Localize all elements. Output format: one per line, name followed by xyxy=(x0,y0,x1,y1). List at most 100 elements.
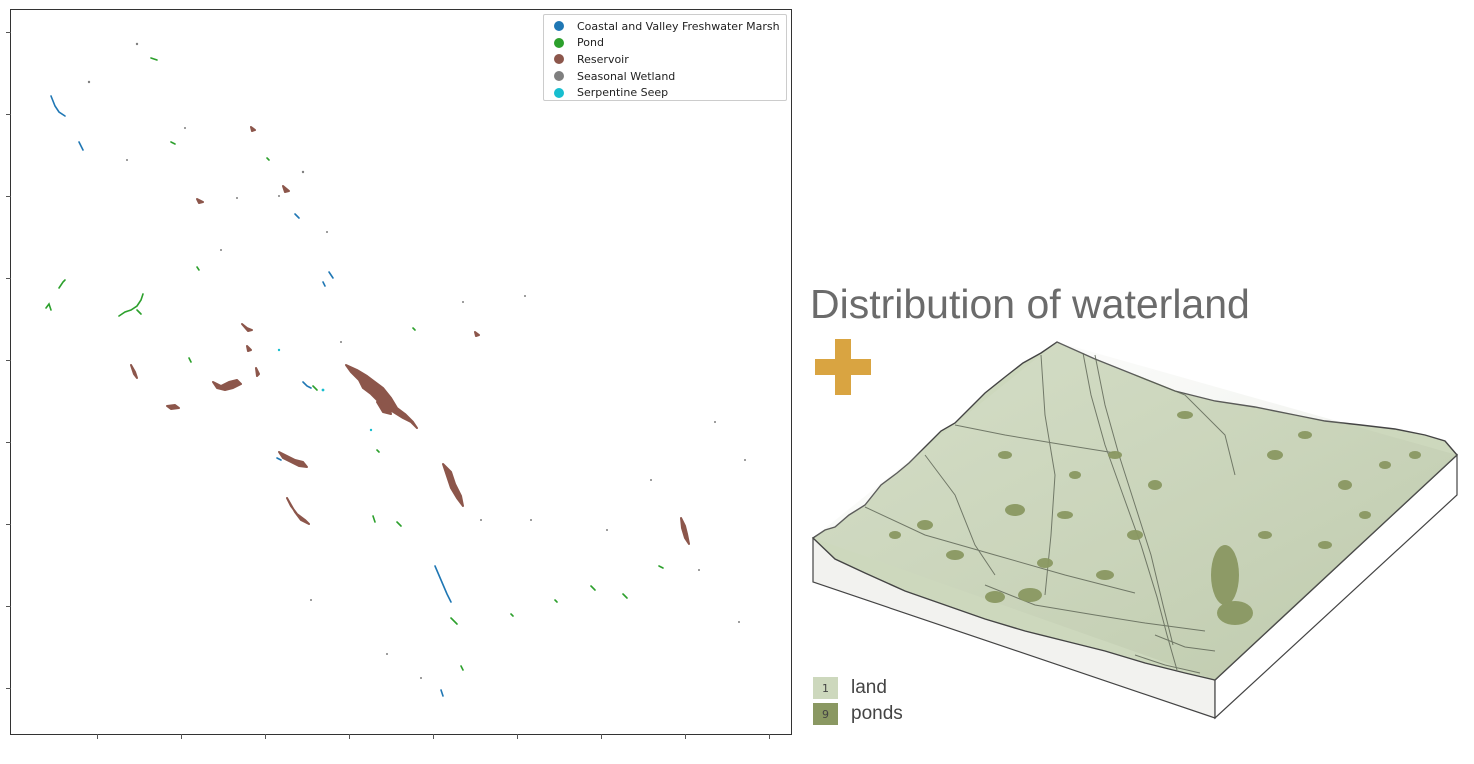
pond-feature xyxy=(188,357,192,363)
seasonal-wetland-feature xyxy=(87,80,91,84)
road-line xyxy=(1082,352,1178,671)
y-tick xyxy=(6,114,11,115)
illustration-title: Distribution of waterland xyxy=(810,281,1250,327)
pond-patch xyxy=(1359,511,1371,519)
terrain-block-diagram xyxy=(811,341,1458,720)
seasonal-wetland-feature xyxy=(236,197,238,199)
pond-patch xyxy=(1177,411,1193,419)
serpentine-seep-feature xyxy=(321,388,325,392)
seasonal-wetland-feature xyxy=(126,159,128,161)
legend-label: Reservoir xyxy=(577,52,629,66)
seasonal-wetland-feature xyxy=(184,127,186,129)
pond-feature xyxy=(450,617,458,625)
marsh-feature xyxy=(78,141,84,151)
reservoir-feature xyxy=(255,367,260,377)
x-tick xyxy=(601,734,602,739)
x-tick xyxy=(685,734,686,739)
pond-feature xyxy=(396,521,402,527)
seasonal-wetland-feature xyxy=(524,295,526,297)
y-tick xyxy=(6,606,11,607)
road-line xyxy=(1134,654,1201,674)
legend-item-seasonal-wetland: Seasonal Wetland xyxy=(550,68,780,85)
seasonal-wetland-swatch-icon xyxy=(554,71,564,82)
pond-patch xyxy=(1338,480,1352,490)
pond-feature xyxy=(170,141,176,145)
terrain-shading xyxy=(813,342,1457,680)
pond-patch xyxy=(1379,461,1391,469)
road-line xyxy=(1040,354,1056,596)
seasonal-wetland-feature xyxy=(301,170,305,174)
pond-feature xyxy=(58,279,66,289)
y-tick xyxy=(6,196,11,197)
pond-patch xyxy=(1148,480,1162,490)
seasonal-wetland-feature xyxy=(530,519,532,521)
pond-patch xyxy=(1258,531,1272,539)
pond-patch xyxy=(1108,451,1122,459)
pond-patch xyxy=(998,451,1012,459)
plus-icon xyxy=(815,339,871,395)
marsh-feature xyxy=(440,689,444,697)
road-line xyxy=(1094,354,1174,646)
reservoir-feature xyxy=(376,401,392,415)
road-line xyxy=(864,506,1136,594)
legend-label: Serpentine Seep xyxy=(577,86,669,100)
pond-feature xyxy=(196,266,200,271)
legend-label: Coastal and Valley Freshwater Marsh xyxy=(577,19,780,33)
key-row-ponds: 9 ponds xyxy=(813,703,903,725)
ponds-swatch: 9 xyxy=(813,703,838,725)
x-tick xyxy=(433,734,434,739)
serpentine-seep-feature xyxy=(277,348,281,352)
road-line xyxy=(1134,374,1236,476)
land-label: land xyxy=(851,677,887,698)
seasonal-wetland-feature xyxy=(420,677,422,679)
pond-patch xyxy=(985,591,1005,603)
seasonal-wetland-feature xyxy=(135,42,139,46)
pond-feature xyxy=(658,565,664,569)
reservoir-feature xyxy=(212,379,242,391)
seasonal-wetland-feature xyxy=(462,301,464,303)
legend-item-marsh: Coastal and Valley Freshwater Marsh xyxy=(550,18,780,35)
ponds-count: 9 xyxy=(822,707,829,721)
land-count: 1 xyxy=(822,681,829,695)
pond-feature xyxy=(412,327,416,331)
ponds-label: ponds xyxy=(851,703,903,724)
reservoir-feature xyxy=(246,345,252,352)
seasonal-wetland-feature xyxy=(738,621,740,623)
pond-patch xyxy=(1217,601,1253,625)
marsh-swatch-icon xyxy=(554,21,564,32)
y-tick xyxy=(6,442,11,443)
pond-feature xyxy=(510,613,514,617)
pond-patch xyxy=(946,550,964,560)
pond-feature xyxy=(460,665,464,671)
seasonal-wetland-feature xyxy=(480,519,482,521)
pond-patch xyxy=(1409,451,1421,459)
pond-feature xyxy=(45,302,52,311)
seasonal-wetland-feature xyxy=(326,231,328,233)
pond-patch xyxy=(1037,558,1053,568)
seasonal-wetland-feature xyxy=(220,249,222,251)
pond-feature xyxy=(266,157,270,161)
seasonal-wetland-feature xyxy=(340,341,342,343)
pond-feature xyxy=(150,57,158,61)
wetland-map-canvas xyxy=(45,42,746,697)
reservoir-feature xyxy=(166,404,180,410)
reservoir-feature xyxy=(442,463,464,507)
marsh-feature xyxy=(322,281,326,287)
seasonal-wetland-feature xyxy=(386,653,388,655)
pond-feature xyxy=(312,385,318,391)
seasonal-wetland-feature xyxy=(278,195,280,197)
marsh-feature xyxy=(434,565,452,603)
serpentine-seep-swatch-icon xyxy=(554,87,564,98)
marsh-feature xyxy=(302,381,312,389)
marsh-feature xyxy=(50,95,66,117)
pond-feature xyxy=(590,585,596,591)
pond-patch xyxy=(1005,504,1025,516)
y-tick xyxy=(6,360,11,361)
reservoir-feature xyxy=(196,198,204,204)
x-tick xyxy=(265,734,266,739)
marsh-feature xyxy=(328,271,334,279)
pond-feature xyxy=(622,593,628,599)
pond-patch xyxy=(1127,530,1143,540)
x-tick xyxy=(349,734,350,739)
reservoir-feature xyxy=(680,517,690,545)
